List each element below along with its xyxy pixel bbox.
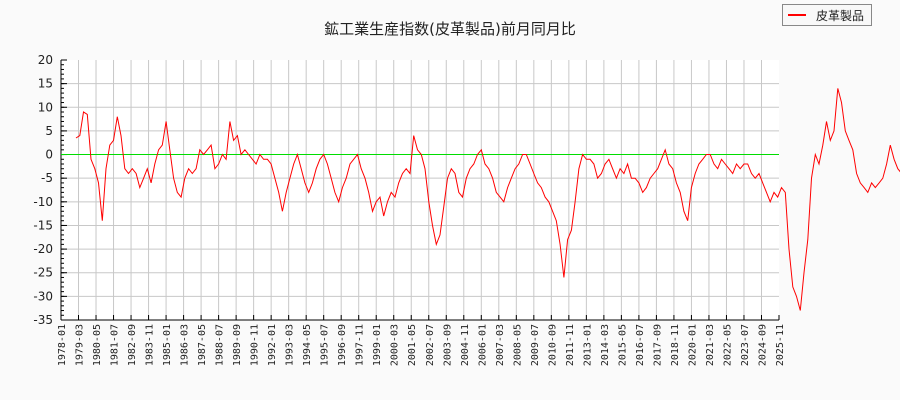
x-tick-label: 2000-03 [390, 324, 401, 366]
y-tick-label: -10 [33, 195, 53, 209]
x-tick-label: 1993-03 [285, 324, 296, 366]
x-tick-label: 1987-05 [197, 324, 208, 366]
y-tick-label: 0 [45, 148, 53, 162]
x-tick-label: 1981-07 [110, 324, 121, 366]
x-tick-label: 2004-11 [460, 324, 471, 366]
x-tick-label: 2023-07 [740, 324, 751, 366]
x-tick-label: 1992-01 [267, 324, 278, 366]
x-tick-label: 1980-05 [92, 324, 103, 366]
x-tick-label: 1995-07 [320, 324, 331, 366]
x-tick-label: 2003-09 [442, 324, 453, 366]
y-axis: 20 15 10 5 0 -5 -10 -15 -20 -25 -30 -35 [33, 53, 67, 327]
x-axis: 1978-01 1979-03 1980-05 1981-07 1982-09 1983-… [57, 315, 786, 366]
x-tick-label: 2013-01 [582, 324, 593, 366]
y-tick-label: -35 [33, 313, 53, 327]
chart-title: 鉱工業生産指数(皮革製品)前月同月比 [324, 20, 576, 38]
x-tick-label: 2020-01 [687, 324, 698, 366]
x-tick-label: 2006-01 [477, 324, 488, 366]
x-tick-label: 2025-11 [775, 324, 786, 366]
series-line-leather-products [75, 88, 900, 311]
x-tick-label: 2022-05 [722, 324, 733, 366]
legend-swatch [788, 14, 806, 16]
x-tick-label: 2007-03 [495, 324, 506, 366]
x-tick-label: 2015-05 [617, 324, 628, 366]
y-tick-label: -25 [33, 266, 53, 280]
x-tick-label: 2017-09 [652, 324, 663, 366]
x-tick-label: 2009-07 [530, 324, 541, 366]
y-tick-label: -30 [33, 289, 53, 303]
y-tick-label: -15 [33, 218, 53, 232]
x-tick-label: 1983-11 [145, 324, 156, 366]
x-tick-label: 1994-05 [302, 324, 313, 366]
x-tick-label: 1989-09 [232, 324, 243, 366]
x-tick-label: 2021-03 [705, 324, 716, 366]
x-tick-label: 2018-11 [670, 324, 681, 366]
x-tick-label: 1997-11 [355, 324, 366, 366]
gridlines [61, 60, 779, 320]
x-tick-label: 2002-07 [425, 324, 436, 366]
x-tick-label: 1985-01 [162, 324, 173, 366]
x-tick-label: 2016-07 [635, 324, 646, 366]
x-tick-label: 1982-09 [127, 324, 138, 366]
y-tick-label: 10 [38, 100, 53, 114]
y-tick-label: 15 [38, 77, 53, 91]
x-tick-label: 1979-03 [75, 324, 86, 366]
y-tick-label: -5 [41, 171, 53, 185]
x-tick-label: 1990-11 [250, 324, 261, 366]
x-tick-label: 2024-09 [757, 324, 768, 366]
x-tick-label: 1999-01 [372, 324, 383, 366]
legend-label: 皮革製品 [816, 8, 865, 23]
x-tick-label: 2008-05 [512, 324, 523, 366]
x-tick-label: 2001-05 [407, 324, 418, 366]
y-tick-label: 20 [38, 53, 53, 67]
x-tick-label: 2010-09 [547, 324, 558, 366]
x-tick-label: 1986-03 [180, 324, 191, 366]
x-tick-label: 1996-09 [337, 324, 348, 366]
x-tick-label: 1978-01 [57, 324, 68, 366]
legend: 皮革製品 [782, 4, 872, 26]
x-tick-label: 2014-03 [600, 324, 611, 366]
y-tick-label: -20 [33, 242, 53, 256]
y-tick-label: 5 [45, 124, 53, 138]
x-tick-label: 1988-07 [215, 324, 226, 366]
x-tick-label: 2011-11 [565, 324, 576, 366]
